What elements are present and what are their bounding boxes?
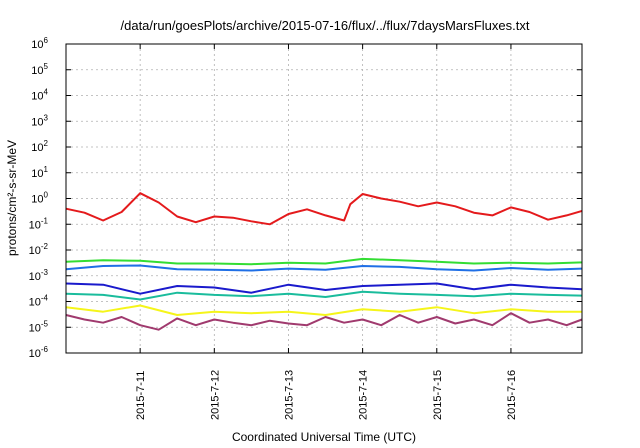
- y-tick-label: 10-2: [29, 242, 49, 257]
- y-tick-label: 106: [31, 36, 48, 51]
- series-line-7: [65, 312, 583, 331]
- y-tick-label: 100: [31, 191, 48, 206]
- x-axis-label: Coordinated Universal Time (UTC): [232, 430, 416, 444]
- series-line-5: [65, 290, 583, 301]
- data-series: [65, 192, 583, 331]
- axes: 10-6 10-5 10-4 10-3 10-2 10-1 100 101 102 103 104 1…: [29, 36, 582, 420]
- y-tick-label: 10-4: [29, 294, 49, 309]
- series-line-2: [65, 257, 583, 266]
- x-tick-label: 2015-7-12: [209, 370, 221, 420]
- y-tick-label: 10-6: [29, 345, 49, 360]
- series-line-6: [65, 304, 582, 316]
- chart-title: /data/run/goesPlots/archive/2015-07-16/f…: [121, 18, 530, 33]
- series-line-3: [65, 264, 583, 272]
- y-tick-label: 102: [31, 139, 48, 154]
- x-tick-label: 2015-7-14: [358, 370, 370, 420]
- y-tick-label: 10-1: [29, 216, 49, 231]
- y-tick-label: 10-5: [29, 319, 49, 334]
- x-tick-label: 2015-7-16: [506, 370, 518, 420]
- series-line-4: [65, 282, 583, 295]
- series-line-1: [65, 192, 583, 226]
- y-tick-label: 105: [31, 62, 48, 77]
- x-tick-label: 2015-7-11: [135, 371, 147, 420]
- grid: [66, 44, 582, 353]
- x-tick-label: 2015-7-15: [432, 370, 444, 420]
- y-tick-label: 10-3: [29, 268, 49, 283]
- y-tick-label: 103: [31, 113, 48, 128]
- y-tick-label: 101: [31, 165, 48, 180]
- y-tick-label: 104: [31, 88, 48, 103]
- y-axis-label: protons/cm²-s-sr-MeV: [5, 140, 19, 256]
- x-tick-label: 2015-7-13: [283, 370, 295, 420]
